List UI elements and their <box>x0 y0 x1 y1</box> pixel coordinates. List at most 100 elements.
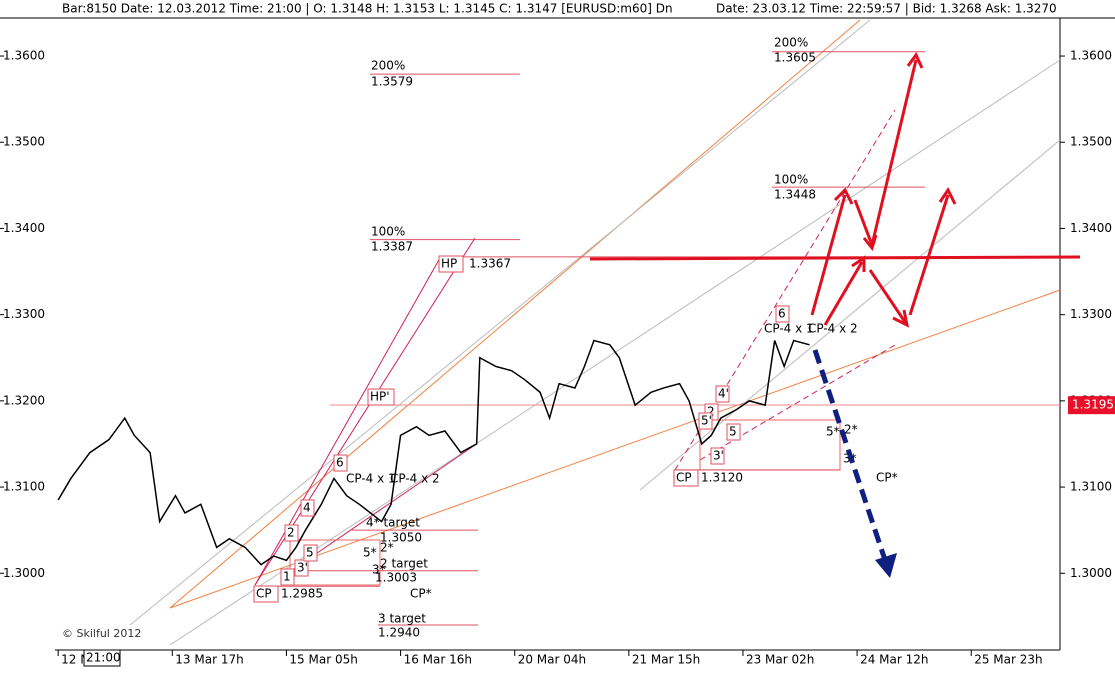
x-tick-label: 12 M <box>61 653 90 667</box>
annotation: 5* <box>363 546 377 560</box>
y-tick-label: 1.3000 <box>1070 566 1112 580</box>
annotation: CP-4 x 1 <box>764 322 814 336</box>
level-box <box>438 255 464 273</box>
annotation: 3' <box>713 449 724 463</box>
y-tick-label: 1.3300 <box>1070 307 1112 321</box>
level-label: HP <box>441 257 457 271</box>
arrow-head <box>851 255 866 272</box>
y-tick-label-left: 1.3200 <box>3 393 45 407</box>
annotation: 5 <box>729 425 737 439</box>
arrow <box>870 59 918 246</box>
level-label: 200% <box>371 59 405 73</box>
x-tick-label: 16 Mar 16h <box>404 653 472 667</box>
forecast-arrows <box>589 52 1081 328</box>
annotation: 6 <box>336 456 344 470</box>
level-label: CP <box>256 587 272 601</box>
y-tick-label: 1.3600 <box>1070 49 1112 63</box>
annotation: 2 <box>707 405 715 419</box>
annotation: 4' <box>718 387 729 401</box>
annotation: 2* <box>844 423 858 437</box>
arrow <box>823 261 864 326</box>
annotation: CP* <box>876 471 898 485</box>
annotation: 5 <box>306 546 314 560</box>
x-tick-label: 25 Mar 23h <box>974 653 1042 667</box>
y-tick-label-left: 1.3500 <box>3 135 45 149</box>
y-tick-label-left: 1.3300 <box>3 307 45 321</box>
plot: 1.30001.30001.31001.31001.32001.32001.33… <box>0 36 1115 667</box>
arrow-head <box>906 52 924 69</box>
arrow <box>853 199 874 246</box>
level-box <box>673 469 699 487</box>
annotation-box <box>715 385 730 403</box>
level-price: 1.3050 <box>380 531 422 545</box>
annotation-box <box>83 649 121 667</box>
trend-line <box>699 344 896 461</box>
blue-forecast <box>812 349 897 578</box>
y-tick-label-left: 1.3400 <box>3 221 45 235</box>
annotation: 3* <box>372 563 386 577</box>
annotation-box <box>710 447 725 465</box>
annotation: 5* <box>826 425 840 439</box>
arrow <box>810 194 847 316</box>
forecast-head <box>875 553 897 578</box>
x-tick-label: 21 Mar 15h <box>632 653 700 667</box>
annotation: CP-4 x 2 <box>808 322 858 336</box>
x-tick-label: 20 Mar 04h <box>518 653 586 667</box>
level-label: 2 target <box>380 557 428 571</box>
header-right: Date: 23.03.12 Time: 22:59:57 | Bid: 1.3… <box>716 2 1057 16</box>
y-tick-label: 1.3500 <box>1070 135 1112 149</box>
y-tick-label-left: 1.3000 <box>3 566 45 580</box>
header-left: Bar:8150 Date: 12.03.2012 Time: 21:00 | … <box>62 2 673 16</box>
annotation: 6 <box>778 307 786 321</box>
price-tag-label: 1.3195 <box>1072 398 1114 412</box>
annotation: 2 <box>287 526 295 540</box>
x-tick-label: 15 Mar 05h <box>289 653 357 667</box>
trend-line <box>169 19 861 609</box>
y-tick-label-left: 1.3100 <box>3 480 45 494</box>
y-tick-label: 1.3100 <box>1070 480 1112 494</box>
annotation: CP* <box>410 587 432 601</box>
annotation: 3' <box>297 561 308 575</box>
annotation: © Skilful 2012 <box>62 627 141 640</box>
annotation: 5' <box>701 414 712 428</box>
annotation: 1 <box>283 570 291 584</box>
level-price: 1.2940 <box>378 626 420 640</box>
trend-line <box>639 139 1061 491</box>
zone-box <box>289 539 381 586</box>
level-label: 100% <box>371 225 405 239</box>
y-tick-label: 1.3400 <box>1070 221 1112 235</box>
annotation: 21:00 <box>86 651 121 665</box>
x-tick-label: 24 Mar 12h <box>860 653 928 667</box>
level-price: 1.3579 <box>371 75 413 89</box>
annotation-box <box>726 423 741 441</box>
arrow-head <box>938 187 957 205</box>
forecast-line <box>812 349 888 561</box>
arrow <box>908 194 950 316</box>
annotation-box <box>775 305 790 323</box>
annotation: 4 <box>303 501 311 515</box>
annotation-box <box>284 524 299 542</box>
trend-line <box>169 289 1061 609</box>
annotation-box <box>280 568 295 586</box>
price-line <box>57 339 810 566</box>
level-price: 1.3120 <box>701 471 743 485</box>
annotation: 2* <box>380 541 394 555</box>
level-price: 1.3448 <box>774 188 816 202</box>
level-price: 1.3367 <box>469 257 511 271</box>
x-tick-label: 23 Mar 02h <box>746 653 814 667</box>
x-tick-label: 13 Mar 17h <box>175 653 243 667</box>
arrow-head <box>833 187 854 205</box>
level-price: 1.2985 <box>281 587 323 601</box>
annotation-box <box>294 559 309 577</box>
annotation: CP-4 x 1 <box>346 472 396 486</box>
annotation-box <box>303 544 318 562</box>
level-box <box>253 585 279 603</box>
level-label: CP <box>676 471 692 485</box>
resistance-line <box>589 255 1081 261</box>
annotation-box <box>367 388 395 406</box>
level-price: 1.3605 <box>774 51 816 65</box>
annotation-box <box>333 454 348 472</box>
arrow <box>868 269 907 323</box>
